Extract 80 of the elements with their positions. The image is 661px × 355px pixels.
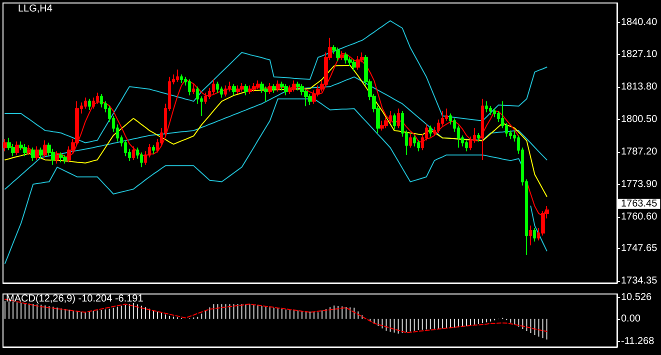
candlestick (15, 141, 19, 156)
candlestick (393, 112, 396, 130)
chart-title: MACD(12,26,9) -10.204 -6.191 (6, 294, 144, 304)
candlestick (23, 143, 27, 157)
candlestick (272, 84, 276, 94)
candlestick (256, 80, 260, 90)
candlestick (264, 86, 268, 102)
candlestick (445, 108, 448, 122)
candlestick (152, 144, 155, 154)
y-tick-label: 1734.35 (621, 275, 658, 286)
candlestick (92, 97, 95, 110)
candlestick (409, 134, 412, 148)
candlestick (132, 146, 135, 160)
candlestick (63, 154, 67, 164)
candlestick (188, 78, 191, 96)
chart-title: LLG,H4 (18, 4, 53, 14)
y-tick-label: 1787.20 (621, 146, 658, 158)
candlestick (224, 84, 227, 97)
candlestick (485, 100, 488, 113)
candlestick (533, 228, 536, 242)
candlestick (284, 84, 288, 96)
candlestick (43, 140, 47, 158)
candlestick (489, 106, 492, 116)
candlestick (236, 84, 240, 94)
y-tick-label: 1760.60 (621, 211, 658, 222)
line-series (4, 20, 548, 144)
candlestick (336, 47, 340, 62)
y-tick-label: 1813.80 (621, 82, 658, 93)
y-tick-label: 1800.50 (621, 114, 658, 126)
candlestick (397, 108, 400, 129)
y-tick-label: 0.00 (621, 313, 641, 324)
candlestick (493, 108, 496, 118)
candlestick (84, 97, 87, 110)
candlestick (280, 81, 284, 91)
candlestick (288, 84, 292, 94)
candlestick (88, 98, 91, 110)
candlestick (216, 81, 219, 94)
candlestick (477, 132, 480, 142)
candlestick (240, 82, 244, 92)
candlestick (244, 84, 248, 96)
candlestick (296, 81, 300, 91)
y-tick-label: -11.268 (621, 336, 655, 348)
candlestick (380, 120, 384, 132)
candlestick (3, 138, 7, 152)
candlestick (180, 74, 183, 84)
candlestick (248, 84, 252, 94)
y-tick-label: 1773.90 (621, 178, 658, 190)
candlestick (228, 81, 231, 92)
candlestick (429, 125, 432, 138)
candlestick (356, 56, 360, 70)
candlestick (268, 82, 272, 94)
y-tick-label: 1747.65 (621, 242, 658, 254)
candlestick (220, 86, 223, 98)
candlestick (27, 144, 31, 156)
candlestick (232, 84, 236, 96)
candlestick (352, 59, 356, 72)
y-tick-label: 1840.40 (621, 16, 658, 28)
candlestick (344, 52, 348, 64)
candlestick (31, 147, 35, 162)
candlestick (417, 140, 420, 152)
candlestick (276, 80, 280, 92)
candlestick (59, 152, 63, 163)
text: 1763.45 (621, 198, 658, 210)
candlestick (176, 69, 179, 82)
candlestick (308, 93, 312, 106)
y-tick-label: 10.526 (621, 292, 652, 304)
candlestick (204, 92, 207, 104)
candlestick (35, 146, 39, 160)
candlestick (55, 150, 59, 164)
candlestick (124, 140, 127, 157)
candlestick (312, 90, 316, 104)
candlestick (465, 140, 468, 152)
candlestick (96, 92, 99, 104)
candlestick (39, 147, 43, 160)
candlestick (252, 82, 256, 92)
y-tick-label: 1827.10 (621, 49, 658, 60)
candlestick (529, 225, 532, 246)
candlestick (192, 84, 195, 94)
candlestick (481, 98, 484, 160)
candlestick (292, 80, 296, 92)
